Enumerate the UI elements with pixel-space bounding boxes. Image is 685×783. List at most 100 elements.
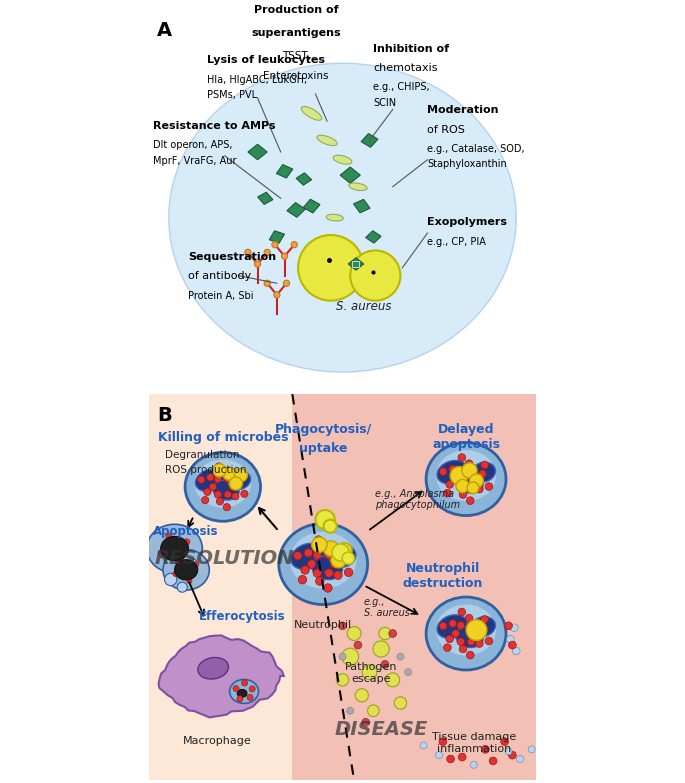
Circle shape: [234, 469, 247, 482]
Ellipse shape: [456, 472, 484, 493]
Circle shape: [342, 648, 359, 666]
Ellipse shape: [329, 545, 356, 568]
Circle shape: [516, 756, 523, 763]
Circle shape: [508, 641, 516, 649]
Circle shape: [224, 491, 232, 498]
Circle shape: [347, 707, 353, 714]
Circle shape: [444, 644, 451, 651]
Circle shape: [475, 485, 483, 493]
Circle shape: [229, 477, 242, 490]
Circle shape: [368, 705, 379, 716]
Circle shape: [381, 661, 389, 668]
Circle shape: [214, 491, 221, 498]
Circle shape: [510, 624, 518, 632]
Polygon shape: [276, 164, 292, 178]
Text: uptake: uptake: [299, 442, 347, 456]
Ellipse shape: [195, 469, 224, 491]
Text: Lysis of leukocytes: Lysis of leukocytes: [208, 56, 325, 65]
Circle shape: [214, 475, 221, 483]
Circle shape: [272, 242, 278, 247]
Circle shape: [282, 253, 288, 259]
Circle shape: [362, 719, 369, 726]
Circle shape: [467, 482, 479, 493]
Ellipse shape: [471, 462, 495, 482]
Circle shape: [395, 697, 407, 709]
Ellipse shape: [436, 604, 496, 655]
Ellipse shape: [290, 532, 356, 589]
Ellipse shape: [456, 626, 484, 648]
Polygon shape: [366, 231, 381, 243]
Circle shape: [323, 541, 338, 556]
Ellipse shape: [161, 536, 188, 561]
Circle shape: [339, 653, 346, 660]
Circle shape: [439, 467, 447, 475]
Text: Inhibition of: Inhibition of: [373, 44, 449, 53]
Circle shape: [436, 752, 443, 759]
Circle shape: [336, 673, 349, 686]
Circle shape: [397, 653, 404, 660]
Ellipse shape: [317, 135, 337, 146]
Text: MprF, VraFG, Aur: MprF, VraFG, Aur: [153, 156, 237, 165]
Text: DISEASE: DISEASE: [334, 720, 428, 739]
Circle shape: [473, 475, 480, 483]
Text: RESOLUTION: RESOLUTION: [155, 549, 295, 568]
Text: Dlt operon, APS,: Dlt operon, APS,: [153, 140, 233, 150]
Circle shape: [323, 584, 332, 592]
Circle shape: [325, 550, 333, 559]
Circle shape: [446, 635, 453, 643]
Text: Killing of microbes: Killing of microbes: [158, 431, 288, 444]
Circle shape: [173, 572, 178, 576]
Circle shape: [467, 622, 475, 630]
Ellipse shape: [436, 450, 496, 501]
Circle shape: [298, 576, 307, 584]
Circle shape: [235, 478, 242, 485]
Circle shape: [462, 463, 477, 478]
Polygon shape: [248, 144, 267, 160]
Circle shape: [313, 550, 322, 559]
Ellipse shape: [437, 615, 467, 638]
Polygon shape: [292, 394, 536, 780]
Circle shape: [331, 560, 339, 568]
Circle shape: [439, 738, 447, 745]
Circle shape: [505, 748, 512, 755]
Circle shape: [465, 460, 473, 467]
Polygon shape: [353, 200, 370, 213]
Circle shape: [386, 673, 399, 687]
Circle shape: [458, 453, 466, 461]
Circle shape: [475, 640, 483, 648]
Circle shape: [439, 622, 447, 630]
Circle shape: [197, 476, 205, 483]
Text: Protein A, Sbi: Protein A, Sbi: [188, 290, 253, 301]
Circle shape: [457, 622, 464, 630]
Circle shape: [481, 615, 488, 623]
Circle shape: [356, 689, 369, 702]
Circle shape: [354, 641, 362, 649]
Ellipse shape: [228, 471, 251, 489]
Text: Degranulation: Degranulation: [165, 450, 239, 460]
Circle shape: [405, 669, 412, 676]
Ellipse shape: [312, 556, 342, 579]
Circle shape: [210, 483, 216, 490]
Circle shape: [479, 624, 486, 632]
Text: Enterotoxins: Enterotoxins: [264, 70, 329, 81]
Circle shape: [528, 746, 535, 752]
Ellipse shape: [175, 560, 198, 580]
Circle shape: [213, 464, 226, 477]
Circle shape: [334, 571, 342, 579]
Circle shape: [224, 475, 232, 483]
Circle shape: [373, 640, 389, 657]
Text: Apoptosis: Apoptosis: [153, 525, 219, 539]
Circle shape: [342, 552, 354, 565]
Ellipse shape: [163, 550, 210, 590]
Circle shape: [237, 470, 244, 477]
Polygon shape: [348, 258, 364, 270]
Text: SCIN: SCIN: [373, 98, 397, 108]
Ellipse shape: [326, 215, 343, 221]
Circle shape: [284, 280, 290, 287]
Text: e.g., CP, PIA: e.g., CP, PIA: [427, 236, 486, 247]
Text: of ROS: of ROS: [427, 124, 465, 135]
Text: e.g., Anaplasma
phagocytophilum: e.g., Anaplasma phagocytophilum: [375, 489, 460, 511]
Circle shape: [485, 483, 493, 490]
Circle shape: [264, 280, 271, 287]
Circle shape: [164, 573, 177, 586]
